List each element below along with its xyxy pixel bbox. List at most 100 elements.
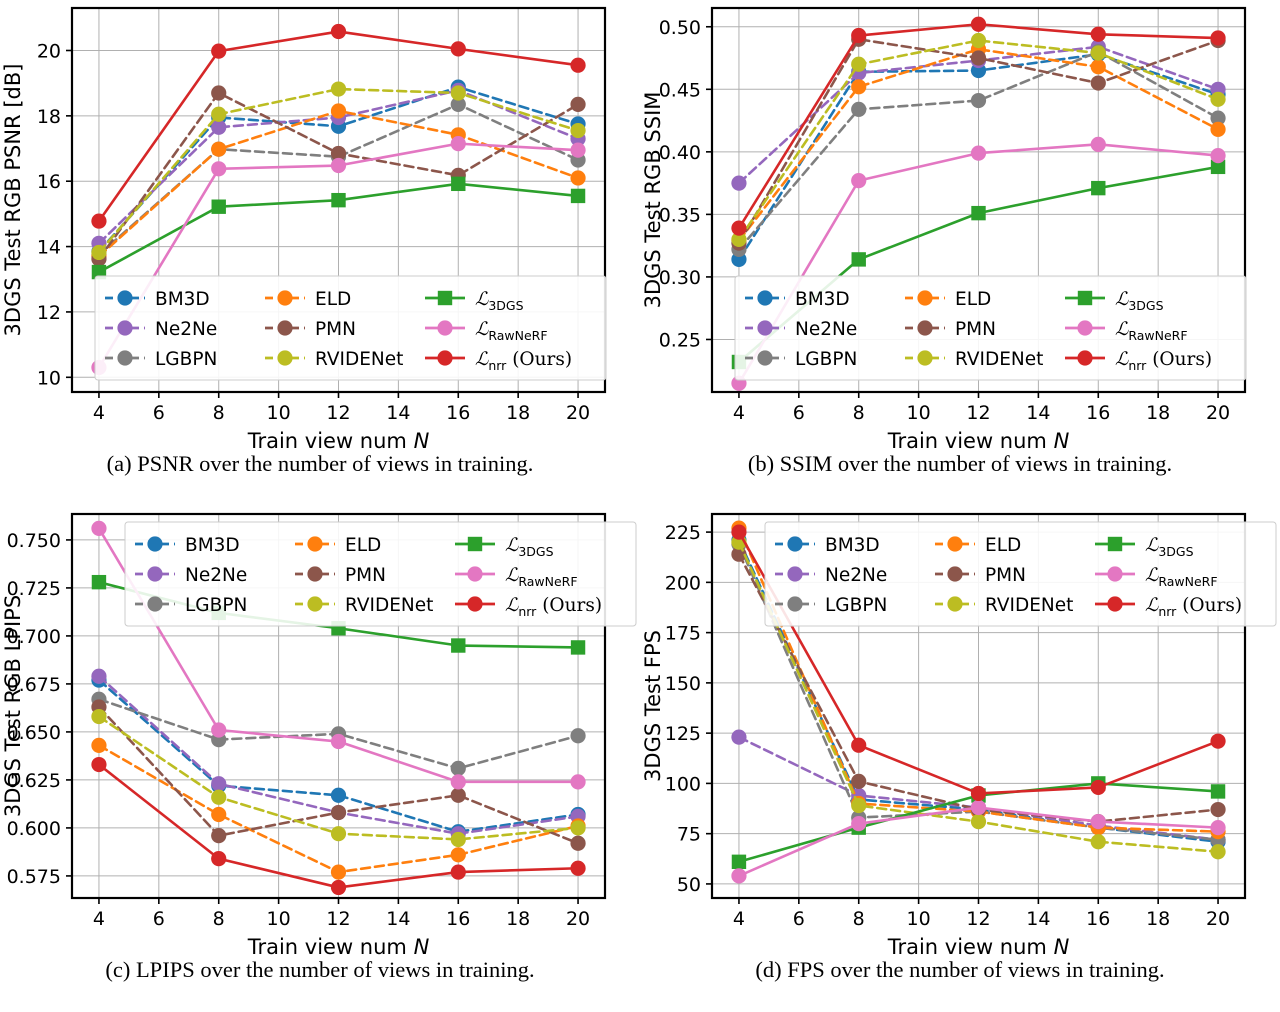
legend-item-l-nrr-ours-[interactable]: ℒnrr (Ours) (455, 595, 602, 619)
subfigure-d: 4 6 8 10 12 14 16 18 20 50 75 100 125 150 175 200 225 3DG… (640, 506, 1280, 1012)
legend-item-pmn[interactable]: PMN (905, 319, 996, 340)
data-point (211, 106, 227, 122)
legend-item-lgbpn[interactable]: LGBPN (135, 595, 247, 616)
data-point (330, 864, 347, 880)
data-point (91, 668, 107, 684)
legend-item-eld[interactable]: ELD (935, 535, 1021, 556)
legend-marker (1107, 536, 1123, 552)
legend-item-l-rawnerf[interactable]: ℒRawNeRF (455, 565, 578, 589)
data-point (330, 787, 347, 803)
legend-marker (467, 536, 483, 552)
legend-label: ℒRawNeRF (1115, 319, 1188, 343)
y-axis-label: 3DGS Test RGB PSNR [dB] (1, 64, 25, 337)
legend-label: Ne2Ne (185, 565, 247, 586)
legend-item-bm3d[interactable]: BM3D (745, 289, 850, 310)
legend-item-l-nrr-ours-[interactable]: ℒnrr (Ours) (1095, 595, 1242, 619)
legend-item-lgbpn[interactable]: LGBPN (745, 349, 857, 370)
x-tick-label: 16 (446, 908, 470, 930)
caption-d: (d) FPS over the number of views in trai… (755, 957, 1165, 982)
x-tick-label: 4 (733, 402, 745, 424)
legend-item-ne2ne[interactable]: Ne2Ne (105, 319, 217, 340)
data-point (91, 756, 107, 773)
legend-item-lgbpn[interactable]: LGBPN (105, 349, 217, 370)
legend-item-bm3d[interactable]: BM3D (775, 535, 880, 556)
x-axis-ticks: 4 6 8 10 12 14 16 18 20 (733, 898, 1230, 930)
legend-item-rvidenet[interactable]: RVIDENet (295, 595, 433, 616)
x-axis-ticks: 4 6 8 10 12 14 16 18 20 (733, 392, 1230, 424)
legend-item-ne2ne[interactable]: Ne2Ne (775, 565, 887, 586)
data-point (731, 524, 747, 540)
x-tick-label: 6 (153, 908, 165, 930)
legend-label: ELD (315, 289, 351, 310)
legend-item-bm3d[interactable]: BM3D (105, 289, 210, 310)
data-point (450, 847, 466, 863)
legend-item-l-3dgs[interactable]: ℒ3DGS (455, 535, 554, 559)
x-tick-label: 10 (907, 402, 931, 424)
data-point (211, 199, 226, 214)
data-point (970, 814, 987, 830)
y-tick-label: 225 (665, 522, 701, 544)
legend-item-rvidenet[interactable]: RVIDENet (265, 349, 403, 370)
legend-item-l-rawnerf[interactable]: ℒRawNeRF (1065, 319, 1188, 343)
chart-ssim: 4 6 8 10 12 14 16 18 20 0.25 0.30 0.35 0.40 0.45 0.50 3… (641, 6, 1247, 453)
legend-marker (437, 350, 453, 366)
legend-item-eld[interactable]: ELD (295, 535, 381, 556)
series-rvidenet (91, 81, 586, 261)
data-point (851, 252, 866, 267)
legend-item-l-3dgs[interactable]: ℒ3DGS (1065, 289, 1164, 313)
chart-ssim: 4 6 8 10 12 14 16 18 20 0.25 0.30 0.35 0.40 0.45 0.50 3… (640, 0, 1280, 455)
legend-item-l-3dgs[interactable]: ℒ3DGS (1095, 535, 1194, 559)
legend-label: RVIDENet (315, 349, 403, 370)
legend-marker (277, 290, 293, 306)
series-l-rawnerf (91, 520, 586, 790)
legend: BM3D Ne2Ne LGBPN ELD PMN RVIDENet ℒ3DGS ℒRawNeR… (764, 521, 1277, 627)
x-tick-label: 4 (733, 908, 745, 930)
chart-psnr: 4 6 8 10 12 14 16 18 20 10 12 14 16 18 20 3DGS Test RGB… (1, 6, 607, 453)
legend-item-rvidenet[interactable]: RVIDENet (905, 349, 1043, 370)
legend-item-l-rawnerf[interactable]: ℒRawNeRF (425, 319, 548, 343)
data-point (211, 119, 227, 135)
legend-marker (947, 566, 963, 582)
legend-item-eld[interactable]: ELD (265, 289, 351, 310)
legend-label: PMN (315, 319, 356, 340)
legend-item-lgbpn[interactable]: LGBPN (775, 595, 887, 616)
legend-item-l-nrr-ours-[interactable]: ℒnrr (Ours) (1065, 349, 1212, 373)
data-point (91, 213, 107, 229)
data-point (450, 41, 466, 57)
data-point (1210, 801, 1226, 818)
legend-item-l-nrr-ours-[interactable]: ℒnrr (Ours) (425, 349, 572, 373)
x-axis-label: Train view num N (887, 429, 1070, 453)
legend-item-bm3d[interactable]: BM3D (135, 535, 240, 556)
x-tick-label: 20 (566, 908, 590, 930)
legend-item-rvidenet[interactable]: RVIDENet (935, 595, 1073, 616)
legend-item-pmn[interactable]: PMN (935, 565, 1026, 586)
legend-label: RVIDENet (345, 595, 433, 616)
data-point (851, 797, 867, 814)
series-rvidenet (91, 708, 586, 848)
subfigure-a: 4 6 8 10 12 14 16 18 20 10 12 14 16 18 20 3DGS Test RGB… (0, 0, 640, 506)
series-l-nrr-ours- (731, 16, 1226, 236)
legend-label: ℒ3DGS (1145, 535, 1194, 559)
legend-item-l-3dgs[interactable]: ℒ3DGS (425, 289, 524, 313)
x-tick-label: 16 (1086, 402, 1110, 424)
legend-item-ne2ne[interactable]: Ne2Ne (745, 319, 857, 340)
legend-item-l-rawnerf[interactable]: ℒRawNeRF (1095, 565, 1218, 589)
data-point (450, 774, 466, 790)
legend-item-pmn[interactable]: PMN (295, 565, 386, 586)
y-tick-label: 125 (665, 723, 701, 745)
legend-item-ne2ne[interactable]: Ne2Ne (135, 565, 247, 586)
data-point (1210, 30, 1226, 46)
chart-psnr: 4 6 8 10 12 14 16 18 20 10 12 14 16 18 20 3DGS Test RGB… (0, 0, 640, 455)
legend-label: LGBPN (155, 349, 217, 370)
legend-item-pmn[interactable]: PMN (265, 319, 356, 340)
chart-lpips: 4 6 8 10 12 14 16 18 20 0.575 0.600 0.625 0.650 0.675… (1, 512, 637, 959)
data-point (91, 244, 107, 261)
legend-item-eld[interactable]: ELD (905, 289, 991, 310)
data-point (1210, 147, 1226, 164)
legend-label: ℒRawNeRF (505, 565, 578, 589)
data-point (1210, 110, 1226, 126)
legend-label: ℒ3DGS (475, 289, 524, 313)
x-tick-label: 16 (1086, 908, 1110, 930)
x-tick-label: 20 (1206, 402, 1230, 424)
y-tick-label: 50 (677, 874, 701, 896)
